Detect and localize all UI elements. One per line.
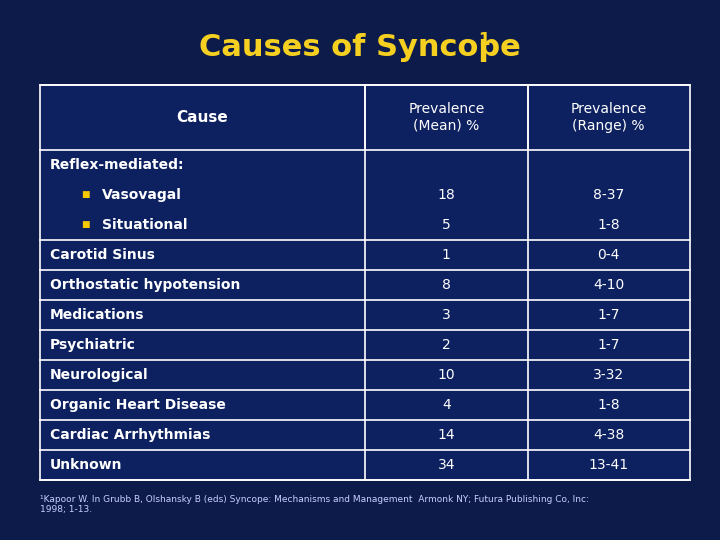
Text: 5: 5 [442,218,451,232]
Text: 1-8: 1-8 [598,218,620,232]
Text: 18: 18 [437,188,455,202]
Text: Prevalence
(Mean) %: Prevalence (Mean) % [408,103,485,133]
Text: ■: ■ [81,191,90,199]
Text: 10: 10 [438,368,455,382]
Text: Situational: Situational [102,218,187,232]
Text: Medications: Medications [50,308,144,322]
Text: Reflex-mediated:: Reflex-mediated: [50,158,184,172]
Text: 1: 1 [478,31,490,49]
Text: 1-8: 1-8 [598,398,620,412]
Text: 1998; 1-13.: 1998; 1-13. [40,505,92,514]
Text: Vasovagal: Vasovagal [102,188,181,202]
Text: Prevalence
(Range) %: Prevalence (Range) % [571,103,647,133]
Text: Psychiatric: Psychiatric [50,338,135,352]
Text: 4-38: 4-38 [593,428,624,442]
Bar [40,85,690,480]
Text: 8: 8 [442,278,451,292]
Text: 0-4: 0-4 [598,248,620,262]
Text: Organic Heart Disease: Organic Heart Disease [50,398,225,412]
Text: 14: 14 [438,428,455,442]
Text: Cardiac Arrhythmias: Cardiac Arrhythmias [50,428,210,442]
Text: 2: 2 [442,338,451,352]
Text: Causes of Syncope: Causes of Syncope [199,33,521,63]
Text: 13-41: 13-41 [589,458,629,472]
Text: Carotid Sinus: Carotid Sinus [50,248,155,262]
Text: ¹Kapoor W. In Grubb B, Olshansky B (eds) Syncope: Mechanisms and Management  Arm: ¹Kapoor W. In Grubb B, Olshansky B (eds)… [40,495,589,504]
Text: Orthostatic hypotension: Orthostatic hypotension [50,278,240,292]
Text: 8-37: 8-37 [593,188,624,202]
Text: 1: 1 [442,248,451,262]
Text: 1-7: 1-7 [598,338,620,352]
Text: 4-10: 4-10 [593,278,624,292]
Text: 4: 4 [442,398,451,412]
Text: 3-32: 3-32 [593,368,624,382]
Text: Unknown: Unknown [50,458,122,472]
Text: 34: 34 [438,458,455,472]
Text: 1-7: 1-7 [598,308,620,322]
Text: ■: ■ [81,220,90,230]
Text: 3: 3 [442,308,451,322]
Text: Neurological: Neurological [50,368,148,382]
Text: Cause: Cause [176,110,228,125]
